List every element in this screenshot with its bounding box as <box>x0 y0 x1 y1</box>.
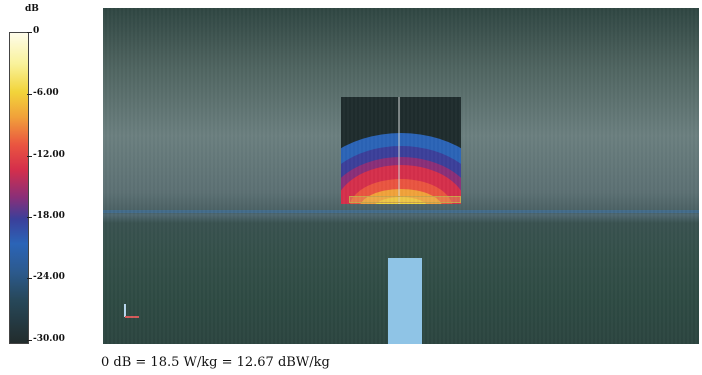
scale-tick-label: 0 <box>33 26 40 36</box>
contour-background <box>341 97 461 204</box>
contour-level-minus-9 <box>349 179 453 204</box>
scale-tick-label: -24.00 <box>33 272 65 282</box>
contour-level-minus-18 <box>341 146 461 204</box>
scale-tick-mark <box>27 278 32 279</box>
contour-level-minus-15 <box>341 157 461 204</box>
interface-line <box>103 210 699 213</box>
scale-tick-mark <box>27 340 32 341</box>
scale-tick-mark <box>27 156 32 157</box>
scale-tick-label: -18.00 <box>33 211 65 221</box>
scale-tick-mark <box>27 32 32 33</box>
scale-unit-label: dB <box>25 4 39 14</box>
sar-contour-plot <box>341 97 461 204</box>
antenna-plate <box>349 196 461 203</box>
scale-tick-label: -12.00 <box>33 150 65 160</box>
contour-level-minus-6 <box>360 189 442 204</box>
reference-caption: 0 dB = 18.5 W/kg = 12.67 dBW/kg <box>101 355 330 370</box>
scale-tick-label: -6.00 <box>33 88 59 98</box>
scale-tick-mark <box>27 94 32 95</box>
color-scale-bar <box>9 32 29 344</box>
dipole-block <box>388 258 422 344</box>
contour-level-minus-3 <box>375 197 427 204</box>
scale-tick-label: -30.00 <box>33 334 65 344</box>
field-image-panel <box>103 8 699 344</box>
contour-level-minus-24 <box>341 133 461 204</box>
axis-indicator-icon <box>124 304 139 318</box>
sar-distribution-inset <box>341 97 461 204</box>
contour-level-minus-12 <box>341 165 461 204</box>
scale-tick-mark <box>27 217 32 218</box>
